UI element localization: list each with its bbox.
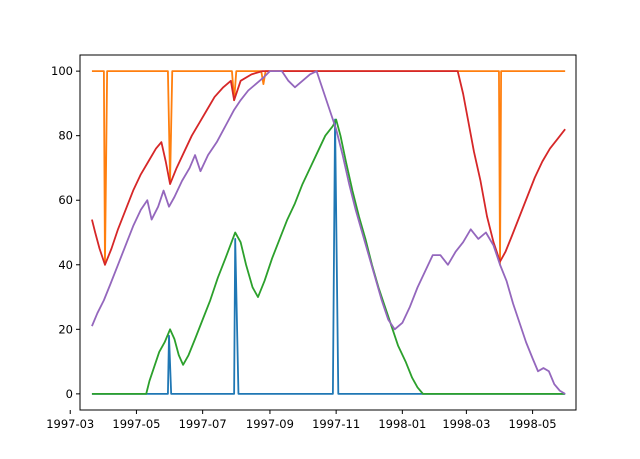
x-tick-label: 1998-05 [509,417,557,431]
x-tick-label: 1997-07 [179,417,227,431]
series-line-4 [91,70,566,266]
y-tick-label: 0 [66,387,73,401]
series-line-3 [91,118,566,395]
x-tick-label: 1997-05 [112,417,160,431]
y-tick-label: 60 [58,193,73,207]
x-tick-label: 1997-03 [46,417,94,431]
x-tick-label: 1998-03 [442,417,490,431]
y-tick-label: 80 [58,129,73,143]
y-axis: 0 20 40 60 80 100 [51,64,80,401]
plot-frame [79,54,577,411]
y-tick-label: 40 [58,258,73,272]
x-axis: 1997-03 1997-05 1997-07 1997-09 1997-11 1998-… [46,410,557,431]
series-line-1 [91,118,566,395]
series-line-5 [91,70,566,395]
series-layer [91,70,566,395]
y-tick-label: 20 [58,322,73,336]
x-tick-label: 1997-11 [312,417,360,431]
y-tick-label: 100 [51,64,73,78]
x-tick-label: 1998-01 [378,417,426,431]
x-tick-label: 1997-09 [246,417,294,431]
series-line-2 [91,70,566,266]
